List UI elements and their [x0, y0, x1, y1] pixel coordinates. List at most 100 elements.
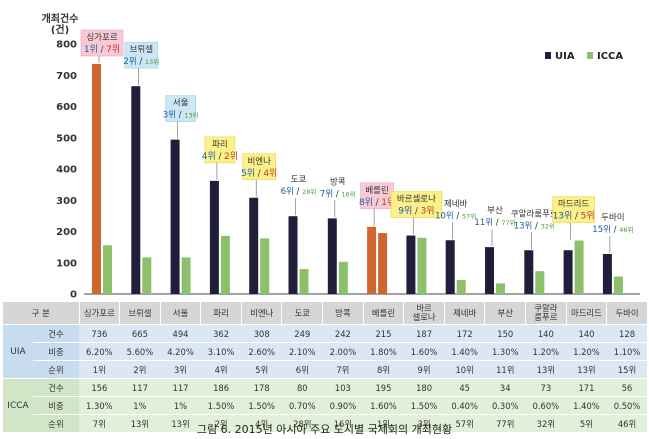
bar-icca	[220, 235, 230, 294]
table-metric-label: 순위	[33, 414, 80, 433]
table-cell: 1.50%	[200, 396, 242, 415]
table-cell: 5위	[241, 360, 282, 379]
annotation-city: 싱가포르	[86, 32, 117, 43]
table-cell: 178	[241, 378, 282, 397]
annotation-box	[165, 95, 196, 122]
annotation-rank: 13위 / 32위	[514, 221, 555, 231]
legend-label-uia: UIA	[555, 51, 575, 62]
annotation-rank: 11위 / 77위	[474, 218, 515, 228]
bar-uia	[524, 250, 534, 294]
y-tick-label: 100	[56, 258, 77, 269]
table-cell: 1위	[79, 360, 120, 379]
table-cell: 103	[322, 378, 364, 397]
table-cell: 0.90%	[322, 396, 364, 415]
table-cell: 1.40%	[566, 396, 607, 415]
data-table: 구 분 싱가포르 브뤼셀 서울 파리 비엔나 도쿄 방콕 베를린 바르 셀로나 제네바 부산 쿠알라 룸푸르…	[3, 302, 648, 433]
table-cell: 180	[403, 378, 445, 397]
bar-icca	[378, 233, 388, 294]
table-cell: 215	[363, 324, 404, 343]
table-cell: 3위	[403, 414, 445, 433]
table-cell: 1.60%	[403, 342, 445, 361]
table-column-header: 브뤼셀	[119, 302, 161, 325]
annotation-city: 파리	[212, 140, 228, 150]
annotation-box	[552, 196, 595, 223]
legend-label-icca: ICCA	[597, 51, 623, 62]
annotation-box	[390, 191, 443, 218]
bar-icca	[181, 257, 191, 294]
bar-icca	[535, 271, 545, 294]
table-cell: 171	[566, 378, 607, 397]
table-cell: 1.80%	[363, 342, 404, 361]
table-column-header: 서울	[160, 302, 202, 325]
annotation-city: 바르셀로나	[397, 194, 436, 205]
legend-swatch-icca	[587, 52, 593, 59]
table-cell: 494	[160, 324, 201, 343]
table-cell: 9위	[403, 360, 445, 379]
table-cell: 8위	[363, 360, 404, 379]
table-cell: 1.20%	[566, 342, 607, 361]
table-cell: 665	[119, 324, 161, 343]
table-metric-label: 건수	[33, 324, 80, 343]
table-cell: 3.10%	[200, 342, 242, 361]
table-cell: 195	[363, 378, 404, 397]
table-cell: 172	[444, 324, 485, 343]
table-column-header: 제네바	[444, 302, 486, 325]
table-cell: 5위	[566, 414, 607, 433]
annotation-city: 부산	[487, 205, 503, 216]
bar-icca	[456, 279, 466, 294]
y-tick-label: 300	[56, 196, 77, 207]
bar-uia	[209, 180, 219, 294]
table-row: 순위 7위 13위 13위 2위 4위 28위 16위 1위 3위 57위 77위 32위 5위 46위	[3, 414, 648, 433]
annotation-city: 브뤼셀	[130, 44, 154, 55]
table-cell: 0.30%	[484, 396, 526, 415]
table-cell: 1.30%	[484, 342, 526, 361]
bar-uia	[92, 64, 101, 294]
annotation-rank: 15위 / 46위	[592, 225, 633, 235]
annotation-rank: 4위 / 2위	[202, 151, 238, 162]
bar-icca	[299, 269, 309, 294]
table-cell: 6위	[281, 360, 323, 379]
bar-uia	[131, 86, 141, 294]
y-tick-label: 200	[56, 227, 77, 238]
bar-uia	[602, 254, 612, 294]
table-cell: 0.70%	[281, 396, 323, 415]
bar-uia	[288, 216, 298, 294]
y-tick-label: 400	[56, 165, 77, 176]
table-column-header: 방콕	[322, 302, 364, 325]
annotation-city: 서울	[173, 99, 189, 109]
table-cell: 117	[160, 378, 201, 397]
table-cell: 1.30%	[79, 396, 120, 415]
table-cell: 13위	[525, 360, 567, 379]
bar-uia	[563, 250, 573, 294]
table-column-header: 파리	[200, 302, 242, 325]
table-cell: 77위	[484, 414, 526, 433]
table-header-label: 구 분	[3, 302, 80, 325]
table-cell: 4위	[241, 414, 282, 433]
table-cell: 1.20%	[525, 342, 567, 361]
bar-uia	[445, 240, 455, 294]
bar-uia	[485, 247, 494, 294]
table-metric-label: 순위	[33, 360, 80, 379]
table-cell: 0.60%	[525, 396, 567, 415]
annotation-rank: 1위 / 7위	[84, 44, 120, 55]
table-cell: 13위	[119, 414, 161, 433]
table-cell: 1.50%	[241, 396, 282, 415]
table-cell: 2위	[119, 360, 161, 379]
table-cell: 28위	[281, 414, 323, 433]
table-body: 구 분 싱가포르 브뤼셀 서울 파리 비엔나 도쿄 방콕 베를린 바르 셀로나 제네바 부산 쿠알라 룸푸르…	[3, 302, 648, 433]
table-cell: 15위	[606, 360, 648, 379]
annotation-box	[80, 29, 124, 57]
table-cell: 2.10%	[281, 342, 323, 361]
table-cell: 308	[241, 324, 282, 343]
table-cell: 362	[200, 324, 242, 343]
table-column-header: 마드리드	[566, 302, 608, 325]
table-cell: 45	[444, 378, 485, 397]
figure-caption: 그림 6. 2015년 아시아 주요 도시별 국제회의 개최현황	[196, 423, 453, 436]
table-cell: 7위	[322, 360, 364, 379]
bar-chart: 개최건수 (건) 0 100 200 300 400 500 600 700 800 싱가포르 1위 /…	[42, 12, 640, 300]
table-cell: 150	[484, 324, 526, 343]
annotation-box	[204, 136, 236, 164]
table-column-header: 싱가포르	[79, 302, 121, 325]
bar-uia	[170, 139, 180, 294]
table-cell: 1위	[363, 414, 404, 433]
